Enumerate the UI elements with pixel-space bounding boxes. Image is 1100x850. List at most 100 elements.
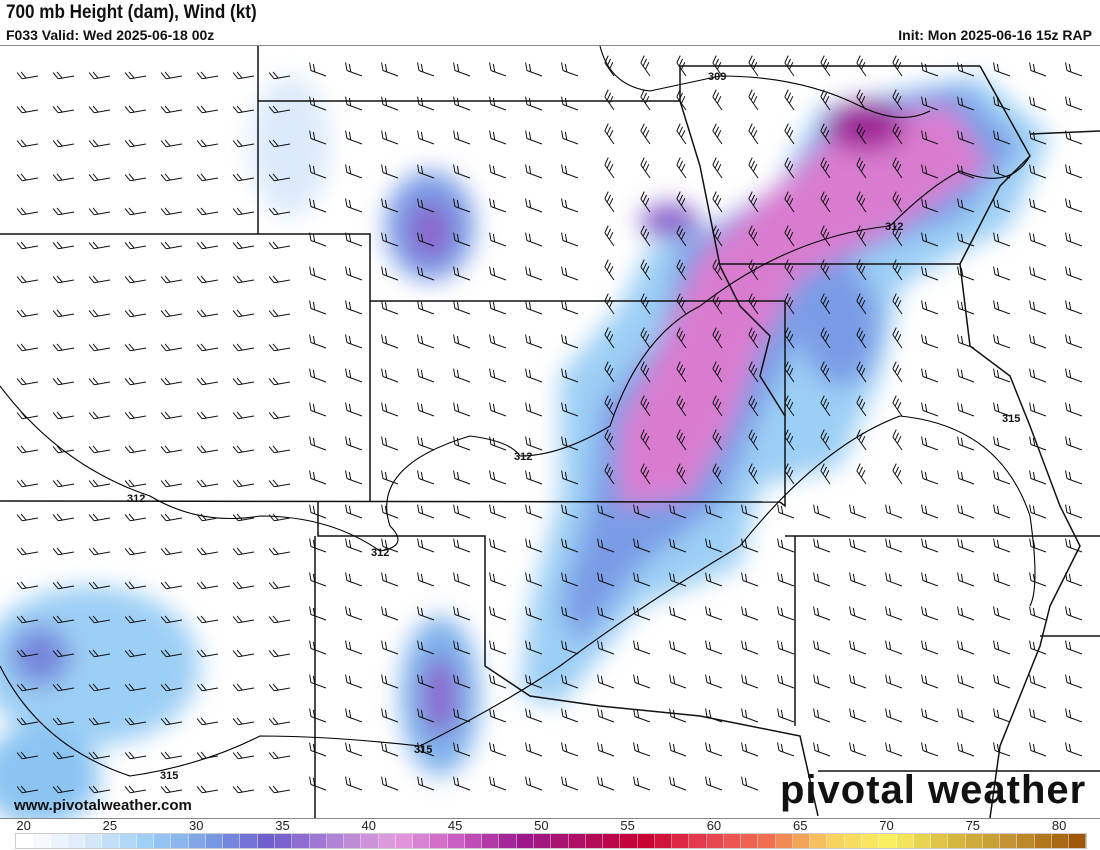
wind-barb [921,62,939,77]
wind-barb [196,105,219,114]
wind-barb [712,89,723,111]
wind-barb [705,742,723,757]
colorbar-cell [326,834,345,848]
wind-barb [52,649,75,658]
wind-barb [957,504,975,519]
wind-barb [489,266,507,281]
colorbar-cell [257,834,275,848]
wind-barb [525,606,543,621]
wind-barb [849,606,867,621]
wind-barb [957,402,975,417]
wind-barb [921,130,939,145]
wind-barb [849,538,867,553]
wind-barb [525,504,543,519]
wind-barb [160,71,183,80]
wind-barb [232,615,255,624]
wind-barb [16,717,39,726]
wind-barb [124,615,147,624]
wind-barb [813,504,831,519]
wind-barb [561,776,579,791]
wind-barb [345,504,363,519]
wind-barb [957,572,975,587]
colorbar [15,833,1087,849]
wind-barb [453,130,471,145]
wind-barb [856,463,867,485]
wind-barb [88,105,111,114]
wind-barb [345,640,363,655]
wind-barb [561,470,579,485]
wind-barb [669,572,687,587]
wind-barb [921,368,939,383]
wind-barb [160,479,183,488]
wind-barb [561,402,579,417]
wind-barb [525,674,543,689]
colorbar-cell [844,834,863,848]
wind-barb [381,96,399,111]
colorbar-cell [654,834,673,848]
wind-barb [309,470,327,485]
wind-barb [489,606,507,621]
colorbar-cell [862,834,880,848]
colorbar-tick: 70 [879,818,894,833]
wind-barb [381,742,399,757]
weather-map[interactable]: 309 312 312 312 312 315 315 315 [0,45,1100,819]
wind-barb [633,606,651,621]
wind-barb [921,470,939,485]
wind-barb [381,436,399,451]
wind-barb [268,173,291,182]
wind-barb [232,105,255,114]
wind-barb [748,123,759,145]
wind-barb [640,395,651,417]
wind-barb [381,164,399,179]
wind-barb [669,742,687,757]
wind-barb [160,275,183,284]
wind-barb [748,55,759,77]
wind-barb [232,547,255,556]
wind-barb [345,334,363,349]
wind-barb [345,742,363,757]
wind-barb [1065,436,1083,451]
colorbar-cell [516,834,534,848]
wind-barb [453,538,471,553]
wind-barb [309,130,327,145]
wind-barb [1065,130,1083,145]
wind-barb [381,674,399,689]
wind-barb [820,259,831,281]
wind-barb [417,606,435,621]
wind-barb [993,62,1011,77]
wind-barb [784,395,795,417]
wind-barb [525,402,543,417]
wind-barb [345,232,363,247]
wind-barb [345,708,363,723]
wind-barb [1029,504,1047,519]
wind-barb [784,429,795,451]
wind-barb [345,62,363,77]
colorbar-cell [361,834,379,848]
contour-label: 312 [127,493,145,505]
wind-barb [16,207,39,216]
wind-barb [597,742,615,757]
wind-barb [640,123,651,145]
wind-barb [1065,674,1083,689]
map-title: 700 mb Height (dam), Wind (kt) [6,2,257,23]
wind-barb [892,55,903,77]
wind-barb [993,708,1011,723]
colorbar-tick: 30 [188,818,204,833]
wind-barb [1065,198,1083,213]
wind-barb [1029,232,1047,247]
wind-barb [381,640,399,655]
wind-barb [849,572,867,587]
wind-barb [633,742,651,757]
wind-barb [561,572,579,587]
colorbar-cell [344,834,362,848]
wind-barb [957,640,975,655]
wind-barb [957,334,975,349]
wind-barb [417,402,435,417]
wind-barb [268,751,291,760]
wind-barb [777,674,795,689]
colorbar-cell [223,834,241,848]
wind-barb [16,241,39,250]
wind-barb [196,241,219,250]
wind-barb [525,198,543,213]
wind-barb [820,55,831,77]
